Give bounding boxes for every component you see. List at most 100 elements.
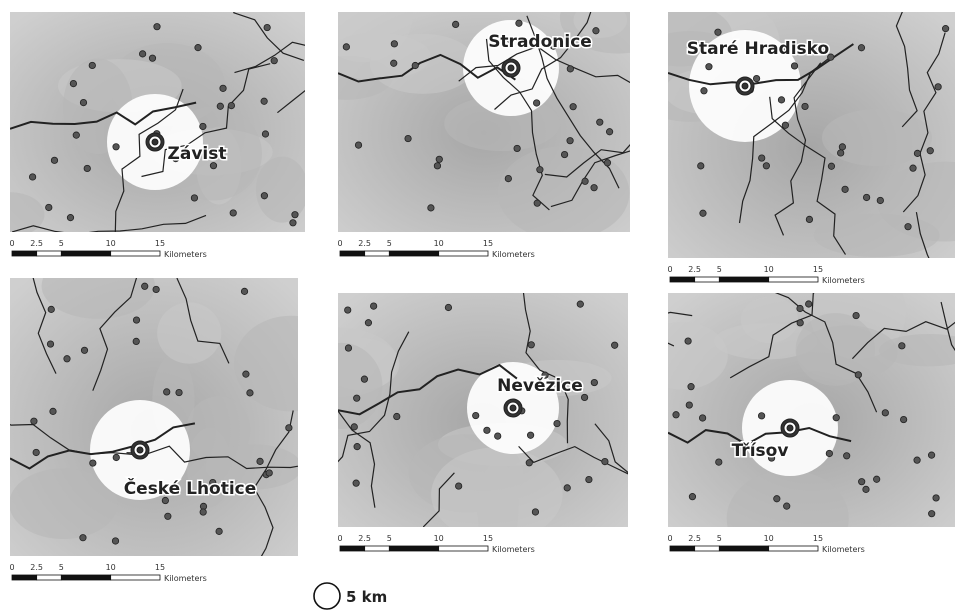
scale-tick-label: 5 <box>387 239 392 248</box>
site-label: České Lhotice <box>124 477 257 499</box>
find-spot <box>591 184 597 190</box>
find-spot <box>46 204 52 210</box>
scale-tick-label: 10 <box>106 563 116 572</box>
find-spot <box>863 194 869 200</box>
map-panels: Závist 0 2.5 5 10 15 Kilometers Stradonice 0 2.5 5… <box>0 0 957 614</box>
find-spot <box>434 163 440 169</box>
find-spot <box>228 102 234 108</box>
scale-segment <box>37 575 62 580</box>
find-spot <box>900 416 906 422</box>
find-spot <box>877 197 883 203</box>
find-spot <box>51 157 57 163</box>
find-spot <box>154 23 160 29</box>
find-spot <box>262 131 268 137</box>
find-spot <box>243 371 249 377</box>
find-spot <box>597 119 603 125</box>
scale-segment <box>111 575 160 580</box>
find-spot <box>604 160 610 166</box>
find-spot <box>505 175 511 181</box>
find-spot <box>261 98 267 104</box>
find-spot <box>577 301 583 307</box>
find-spot <box>532 509 538 515</box>
scale-tick-label: 15 <box>813 265 823 274</box>
find-spot <box>176 389 182 395</box>
find-spot <box>606 129 612 135</box>
find-spot <box>914 457 920 463</box>
find-spot <box>133 338 139 344</box>
find-spot <box>412 62 418 68</box>
scale-segment <box>719 277 768 282</box>
site-label: Nevězice <box>497 376 583 396</box>
find-spot <box>80 535 86 541</box>
relief-patch <box>256 157 308 223</box>
scale-segment <box>389 251 438 256</box>
scale-segment <box>12 575 37 580</box>
scale-segment <box>389 546 438 551</box>
find-spot <box>195 44 201 50</box>
find-spot <box>445 304 451 310</box>
find-spot <box>564 485 570 491</box>
scale-tick-label: 15 <box>155 239 165 248</box>
find-spot <box>526 460 532 466</box>
scale-unit: Kilometers <box>822 545 865 554</box>
find-spot <box>351 424 357 430</box>
find-spot <box>839 144 845 150</box>
find-spot <box>31 418 37 424</box>
scale-tick-label: 5 <box>59 563 64 572</box>
scale-tick-label: 0 <box>337 534 342 543</box>
map-content: Stradonice <box>299 0 725 240</box>
scale-tick-label: 10 <box>106 239 116 248</box>
find-spot <box>391 60 397 66</box>
find-spot <box>343 44 349 50</box>
find-spot <box>354 443 360 449</box>
find-spot <box>266 470 272 476</box>
find-spot <box>90 460 96 466</box>
site-label: Závist <box>168 144 227 164</box>
scale-tick-label: 2.5 <box>30 239 43 248</box>
find-spot <box>784 503 790 509</box>
find-spot <box>64 356 70 362</box>
scale-tick-label: 2.5 <box>688 265 701 274</box>
find-spot <box>716 459 722 465</box>
site-symbol <box>152 139 158 145</box>
scale-segment <box>769 277 818 282</box>
scale-tick-label: 0 <box>667 534 672 543</box>
find-spot <box>292 211 298 217</box>
find-spot <box>899 343 905 349</box>
scale-segment <box>365 251 390 256</box>
find-spot <box>164 389 170 395</box>
find-spot <box>139 51 145 57</box>
find-spot <box>842 186 848 192</box>
scale-segment <box>439 546 488 551</box>
find-spot <box>855 372 861 378</box>
find-spot <box>516 20 522 26</box>
find-spot <box>33 449 39 455</box>
find-spot <box>290 220 296 226</box>
find-spot <box>73 132 79 138</box>
find-spot <box>591 379 597 385</box>
find-spot <box>286 425 292 431</box>
find-spot <box>247 390 253 396</box>
relief-patch <box>42 253 155 319</box>
find-spot <box>758 413 764 419</box>
scale-tick-label: 0 <box>667 265 672 274</box>
scale-segment <box>719 546 768 551</box>
find-spot <box>828 163 834 169</box>
site-symbol <box>137 447 143 453</box>
find-spot <box>264 24 270 30</box>
find-spot <box>797 320 803 326</box>
scale-tick-label: 15 <box>483 239 493 248</box>
find-spot <box>353 480 359 486</box>
find-spot <box>561 151 567 157</box>
find-spot <box>149 55 155 61</box>
find-spot <box>48 306 54 312</box>
site-label: Třísov <box>732 441 789 461</box>
find-spot <box>216 528 222 534</box>
scale-tick-label: 5 <box>717 265 722 274</box>
find-spot <box>673 412 679 418</box>
find-spot <box>89 62 95 68</box>
find-spot <box>567 137 573 143</box>
find-spot <box>230 210 236 216</box>
find-spot <box>113 144 119 150</box>
find-spot <box>394 413 400 419</box>
